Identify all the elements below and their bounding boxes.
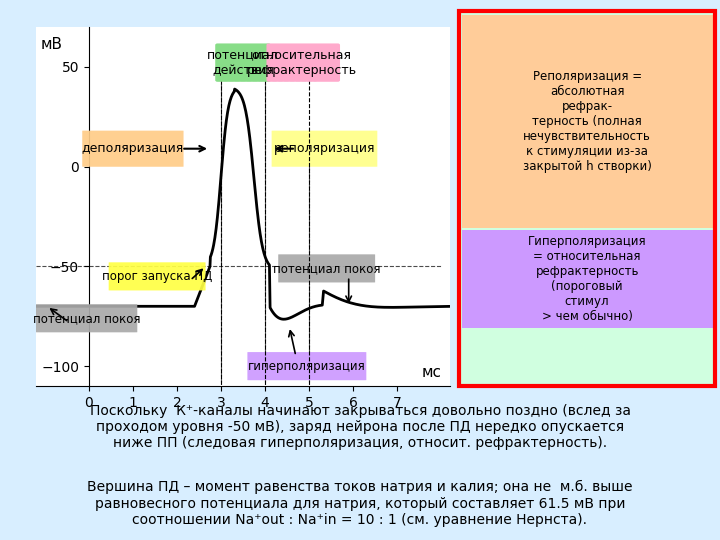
Text: потенциал
действия: потенциал действия — [207, 49, 279, 77]
Text: реполяризация: реполяризация — [274, 142, 375, 155]
Text: Вершина ПД – момент равенства токов натрия и калия; она не  м.б. выше
равновесно: Вершина ПД – момент равенства токов натр… — [87, 480, 633, 527]
Text: порог запуска ПД: порог запуска ПД — [102, 270, 212, 283]
FancyBboxPatch shape — [271, 131, 377, 167]
Text: потенциал покоя: потенциал покоя — [33, 312, 140, 325]
Text: Поскольку  К⁺-каналы начинают закрываться довольно поздно (вслед за
проходом уро: Поскольку К⁺-каналы начинают закрываться… — [89, 404, 631, 450]
Text: мс: мс — [421, 365, 441, 380]
Text: Гиперполяризация
= относительная
рефрактерность
(пороговый
стимул
> чем обычно): Гиперполяризация = относительная рефракт… — [528, 235, 647, 323]
FancyBboxPatch shape — [278, 254, 375, 282]
FancyBboxPatch shape — [248, 352, 366, 380]
FancyBboxPatch shape — [36, 304, 138, 332]
Text: мВ: мВ — [40, 37, 63, 52]
Text: потенциал покоя: потенциал покоя — [273, 262, 380, 275]
FancyBboxPatch shape — [82, 131, 184, 167]
Text: Реполяризация =
абсолютная
рефрак-
терность (полная
нечувствительность
к стимуля: Реполяризация = абсолютная рефрак- терно… — [523, 70, 652, 173]
Text: гиперполяризация: гиперполяризация — [248, 360, 366, 373]
Text: деполяризация: деполяризация — [82, 142, 184, 155]
Text: относительная
рефрактерность: относительная рефрактерность — [246, 49, 356, 77]
FancyBboxPatch shape — [109, 262, 206, 291]
